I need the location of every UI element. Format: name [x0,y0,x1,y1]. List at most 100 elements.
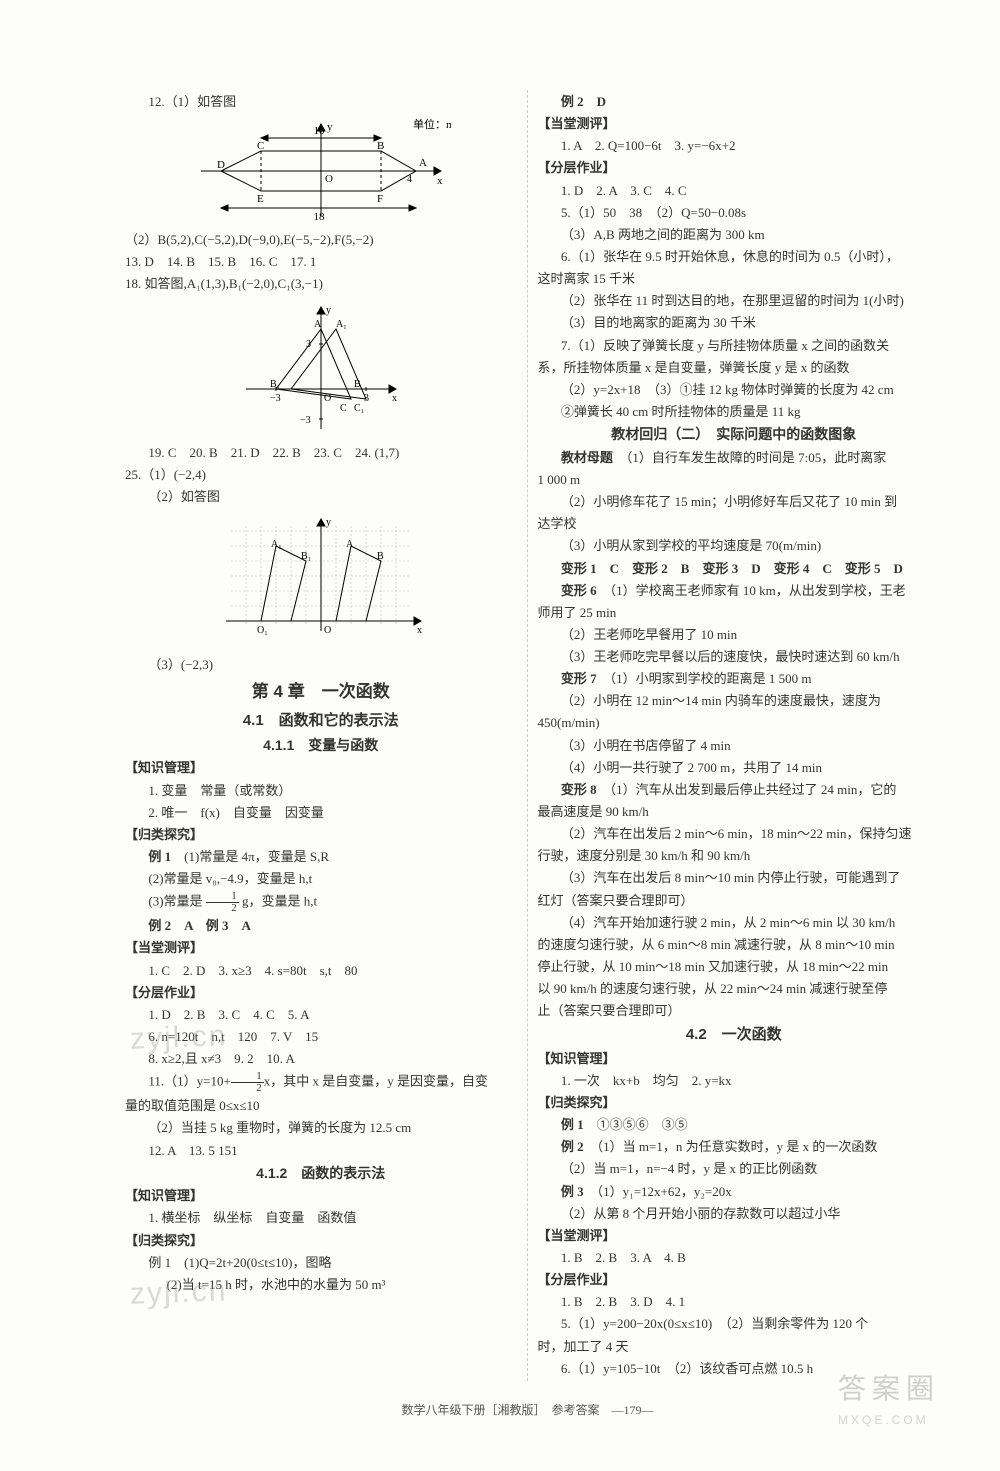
tag-classify: 【归类探究】 [538,1093,931,1113]
text-line: （4）小明一共行驶了 2 700 m，共用了 14 min [538,758,931,778]
text-line: 量的取值范围是 0≤x≤10 [125,1096,517,1116]
pt: B₁ [301,551,311,562]
text-line: 停止行驶，从 10 min～18 min 又加速行驶，从 18 min～22 m… [538,957,931,977]
text-line: 1. B 2. B 3. D 4. 1 [538,1292,931,1312]
tag-quiz: 【当堂测评】 [538,114,931,134]
text-line: （3）小明在书店停留了 4 min [538,736,931,756]
text-line: 6.（1）y=105−10t （2）该纹香可点燃 10.5 h [538,1359,931,1379]
text-line: 25.（1）(−2,4) [125,465,517,485]
text-line: （2）小明修车花了 15 min；小明修好车后又花了 10 min 到 [538,492,931,512]
tag-classify: 【归类探究】 [125,1231,517,1251]
tag-classify: 【归类探究】 [125,825,517,845]
pt: O [325,173,333,185]
text-line: 1. D 2. A 3. C 4. C [538,181,931,201]
tag-homework: 【分层作业】 [538,1270,931,1290]
fig1-dim-top: 10 [313,125,325,137]
text-line: （2）y=2x+18 （3）①挂 12 kg 物体时弹簧的长度为 42 cm [538,380,931,400]
pt: B₁ [270,379,280,390]
text-line: （2）汽车在出发后 2 min～6 min，18 min～22 min，保持匀速 [538,824,931,844]
columns: 12.（1）如答图 单位：m 10 18 D C B A E F O x y 4… [115,90,940,1381]
pt: A [314,319,322,330]
text-line: 这时离家 15 千米 [538,269,931,289]
text-line: 最高速度是 90 km/h [538,802,931,822]
text-line: （3）王老师吃完早餐以后的速度快，最快时速达到 60 km/h [538,647,931,667]
pt: y [326,517,331,528]
pt: y [326,305,331,316]
pt: A₁ [271,539,282,550]
text-line: （2）如答图 [125,487,517,507]
text: x，其中 x 是自变量，y 是因变量，自变 [264,1074,488,1089]
figure-3: A₁ B₁ O₁ A B O x y [211,511,431,651]
text-line: （3）汽车在出发后 8 min～10 min 内停止行驶，可能遇到了 [538,868,931,888]
text-line: （3）小明从家到学校的平均速度是 70(m/min) [538,536,931,556]
pt: O₁ [257,625,268,636]
text-line: （3）(−2,3) [125,655,517,675]
text-line: 变形 7 （1）小明家到学校的距离是 1 500 m [538,669,931,689]
text-line: ②弹簧长 40 cm 时所挂物体的质量是 11 kg [538,402,931,422]
tag-knowledge: 【知识管理】 [125,758,517,778]
text-line: 例 2 A 例 3 A [125,916,517,936]
text-line: 5.（1）y=200−20x(0≤x≤10) （2）当剩余零件为 120 个 [538,1314,931,1334]
text-line: 行驶，速度分别是 30 km/h 和 90 km/h [538,846,931,866]
chapter-title: 第 4 章 一次函数 [125,679,517,705]
text-line: 12.（1）如答图 [125,92,517,112]
text-line: 系，所挂物体质量 x 是自变量，弹簧长度 y 是 x 的函数 [538,358,931,378]
text-line: 1. 变量 常量（或常数） [125,781,517,801]
text-line: 达学校 [538,514,931,534]
text: 11.（1）y=10+ [148,1074,230,1089]
tick: 4 [407,174,412,185]
subsection-title: 4.1.1 变量与函数 [125,735,517,757]
text-line: 12. A 13. 5 151 [125,1141,517,1161]
section-title: 4.1 函数和它的表示法 [125,709,517,732]
text-line: 1. 一次 kx+b 均匀 2. y=kx [538,1071,931,1091]
text-line: 1. 横坐标 纵坐标 自变量 函数值 [125,1208,517,1228]
text-line: （2）从第 8 个月开始小丽的存款数可以超过小华 [538,1204,931,1224]
text-line: 2. 唯一 f(x) 自变量 因变量 [125,803,517,823]
fig1-dim-bot: 18 [313,211,325,223]
tick: 3 [364,393,369,404]
text-line: 的速度匀速行驶，从 6 min～8 min 减速行驶，从 8 min～10 mi… [538,935,931,955]
text-line: (2)常量是 v₀,−4.9，变量是 h,t [125,869,517,889]
text-line: 13. D 14. B 15. B 16. C 17. 1 [125,252,517,272]
text-line: 例 1 (1)Q=2t+20(0≤t≤10)，图略 [125,1253,517,1273]
figure-2: −3 3 3 −3 A A₁ B B₁ C C₁ O x y [236,299,406,439]
section-title: 4.2 一次函数 [538,1023,931,1046]
text: g，变量是 h,t [239,894,317,909]
page-footer: 数学八年级下册［湘教版］ 参考答案 —179— [115,1401,940,1420]
text-line: 例 3 （1）y₁=12x+62，y₂=20x [538,1182,931,1202]
text-line: 变形 8 （1）汽车从出发到最后停止共经过了 24 min，它的 [538,780,931,800]
pt: B [377,551,384,562]
pt: B [354,379,361,390]
subsection-title: 4.1.2 函数的表示法 [125,1163,517,1185]
text-line: (3)常量是 12 g，变量是 h,t [125,891,517,914]
text-line: 1 000 m [538,470,931,490]
text-line: 师用了 25 min [538,603,931,623]
text-line: 变形 6 （1）学校离王老师家有 10 km，从出发到学校，王老 [538,581,931,601]
text-line: 教材母题 （1）自行车发生故障的时间是 7:05，此时离家 [538,448,931,468]
figure-1: 单位：m 10 18 D C B A E F O x y 4 [191,116,451,226]
text-line: 例 1 ①③⑤⑥ ③⑤ [538,1115,931,1135]
pt: A [346,539,354,550]
pt: x [437,175,443,187]
text-line: 例 2 （1）当 m=1，n 为任意实数时，y 是 x 的一次函数 [538,1137,931,1157]
text-line: 450(m/min) [538,713,931,733]
text-line: 变形 1 C 变形 2 B 变形 3 D 变形 4 C 变形 5 D [538,559,931,579]
pt: O [324,393,331,404]
text-line: 7.（1）反映了弹簧长度 y 与所挂物体质量 x 之间的函数关 [538,336,931,356]
tag-quiz: 【当堂测评】 [125,938,517,958]
text-line: 5.（1）50 38 （2）Q=50−0.08s [538,203,931,223]
pt: E [257,193,264,205]
text-line: （2）王老师吃早餐用了 10 min [538,625,931,645]
text-line: 6.（1）张华在 9.5 时开始休息，休息的时间为 0.5（小时）， [538,247,931,267]
text-line: （3）A,B 两地之间的距离为 300 km [538,225,931,245]
tag-homework: 【分层作业】 [125,983,517,1003]
pt: x [392,393,397,404]
pt: D [217,159,225,171]
text-line: 时，加工了 4 天 [538,1337,931,1357]
pt: y [327,121,333,133]
pt: O [324,625,331,636]
tag-knowledge: 【知识管理】 [538,1049,931,1069]
text-line: 以 90 km/h 的速度匀速行驶，从 22 min～24 min 减速行驶至停 [538,979,931,999]
pt: C [340,403,347,414]
left-column: 12.（1）如答图 单位：m 10 18 D C B A E F O x y 4… [115,90,528,1381]
